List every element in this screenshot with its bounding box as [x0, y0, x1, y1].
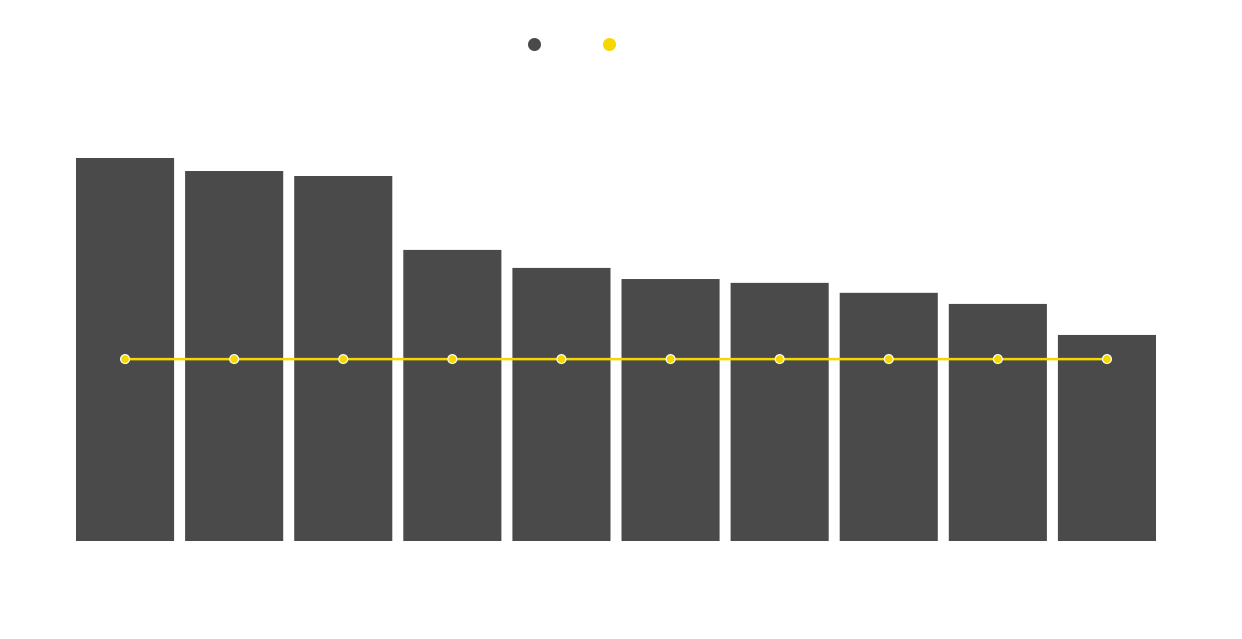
bar-8[interactable] — [839, 292, 938, 541]
bar-7[interactable] — [730, 282, 829, 541]
legend-item-bars[interactable] — [528, 38, 547, 51]
bar-5[interactable] — [512, 267, 611, 541]
legend-item-line[interactable] — [603, 38, 622, 51]
line-point-2[interactable] — [229, 353, 240, 365]
bar-1[interactable] — [76, 158, 175, 541]
line-point-7[interactable] — [774, 353, 785, 365]
bar-4[interactable] — [403, 249, 502, 542]
legend-swatch-line — [603, 38, 616, 51]
line-point-10[interactable] — [1101, 353, 1113, 365]
line-point-1[interactable] — [119, 353, 131, 365]
line-point-3[interactable] — [338, 353, 349, 365]
legend — [528, 38, 678, 51]
bar-9[interactable] — [948, 303, 1047, 541]
line-point-5[interactable] — [556, 353, 567, 365]
line-series — [119, 353, 1113, 365]
line-point-4[interactable] — [447, 353, 458, 365]
bar-10[interactable] — [1057, 334, 1156, 541]
legend-swatch-bars — [528, 38, 541, 51]
line-point-6[interactable] — [665, 353, 676, 365]
bar-series — [76, 158, 1156, 542]
line-point-8[interactable] — [883, 353, 894, 365]
line-point-9[interactable] — [992, 353, 1003, 365]
bar-6[interactable] — [621, 279, 720, 541]
